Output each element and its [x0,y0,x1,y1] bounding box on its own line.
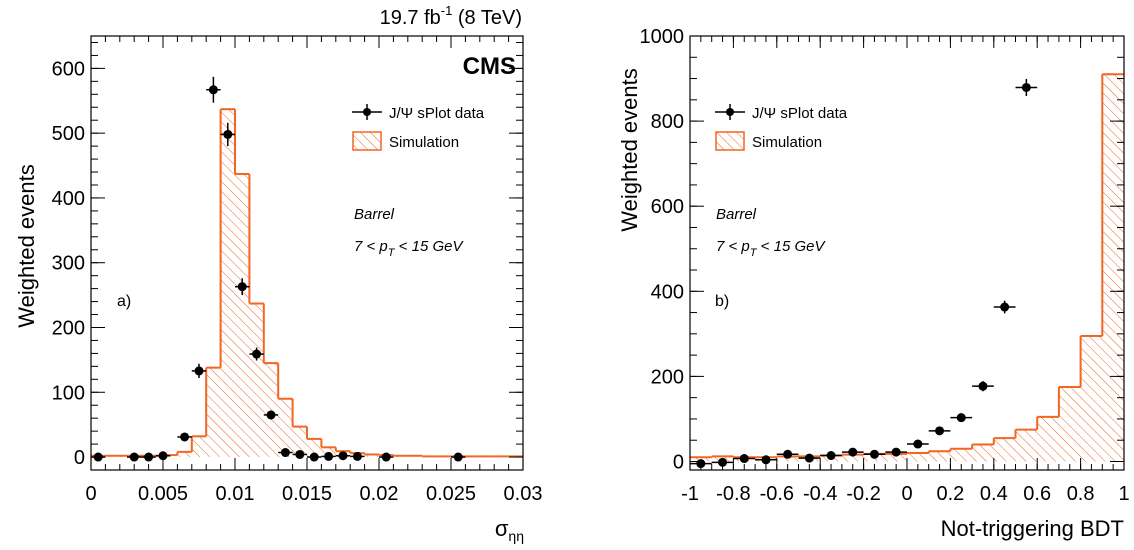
panel-a-y-tick-label: 0 [74,447,85,469]
panel-a-legend-data-marker [363,108,371,116]
panel-b-legend: J/Ψ sPlot data Simulation [715,104,848,151]
panel-a-data-point [453,452,463,462]
panel-a-y-tick-label: 600 [52,58,85,80]
panel-a-y-tick-label: 200 [52,317,85,339]
panel-b-x-tick-label: -1 [681,483,699,505]
panel-a-data-point [129,452,139,462]
panel-b-legend-simulation-label: Simulation [752,134,822,151]
panel-b-data-point [848,447,858,457]
panel-b-data-point [956,413,966,423]
panel-b-x-tick-label: 0.6 [1023,483,1051,505]
panel-a-data-point [252,349,262,359]
panel-b-pt-annotation: 7 < pT < 15 GeV [716,238,826,259]
panel-a-data-point [280,448,290,458]
panel-b-data-point [978,381,988,391]
panel-b-y-tick-label: 800 [651,111,684,133]
panel-a-x-tick-label: 0 [85,483,96,505]
panel-b-x-tick-label: -0.8 [716,483,750,505]
panel-b-data-point [826,451,836,461]
panel-b-x-tick-label: -0.2 [846,483,880,505]
panel-b-plot-area: -1 -0.8 -0.6 -0.4 -0.2 0 0.2 0.4 0.6 0.8 1 0 200 400 6… [640,26,1130,505]
panel-a: 0 0.005 0.01 0.015 0.02 0.025 0.03 0 100 200 300 40… [14,35,543,544]
panel-b-data-point [913,439,923,449]
panel-b-simulation-fill [690,74,1124,462]
panel-b-x-tick-label: 1 [1118,483,1129,505]
panel-a-data-point [144,452,154,462]
cms-label: CMS [463,53,516,80]
panel-a-data-point [180,432,190,442]
panel-b-data-point [891,447,901,457]
panel-b-legend-simulation-swatch [715,131,745,151]
panel-a-legend: J/Ψ sPlot data Simulation [352,104,485,151]
panel-b-data-point [739,454,749,464]
panel-a-y-axis-label: Weighted events [14,164,39,327]
panel-a-x-tick-label: 0.01 [216,483,255,505]
panel-b-data-point [869,449,879,459]
panel-b-x-axis-label: Not-triggering BDT [941,516,1124,541]
panel-b-data-point [761,455,771,465]
panel-a-data-point [352,451,362,461]
panel-a-legend-simulation-label: Simulation [389,134,459,151]
panel-b-data-point [1000,302,1010,312]
panel-b-label: b) [715,293,729,310]
panel-b-x-tick-label: 0.2 [936,483,964,505]
panel-b-legend-data-marker [726,108,734,116]
panel-a-data-point [158,451,168,461]
panel-a-x-tick-label: 0.015 [282,483,332,505]
panel-a-plot-area: 0 0.005 0.01 0.015 0.02 0.025 0.03 0 100 200 300 40… [52,35,543,505]
panel-a-data-point [223,129,233,139]
panel-a-data-point [295,449,305,459]
panel-b-x-tick-label: -0.6 [760,483,794,505]
panel-b-x-tick-label: -0.4 [803,483,837,505]
panel-a-pt-annotation: 7 < pT < 15 GeV [354,238,464,259]
panel-a-data-point [309,452,319,462]
panel-a-y-tick-label: 100 [52,382,85,404]
panel-a-y-tick-label: 500 [52,123,85,145]
panel-a-x-tick-label: 0.025 [426,483,476,505]
panel-b-data-point [783,449,793,459]
panel-a-region-annotation: Barrel [354,206,395,223]
panel-b-x-tick-label: 0.4 [980,483,1008,505]
panel-a-data-point [324,451,334,461]
panel-b-y-tick-label: 400 [651,281,684,303]
panel-b-y-axis-label: Weighted events [617,68,642,231]
panel-b-x-tick-label: 0.8 [1067,483,1095,505]
panel-a-y-tick-label: 400 [52,188,85,210]
panel-a-data-point [237,282,247,292]
panel-b-data-point [718,457,728,467]
panel-a-data-point [194,366,204,376]
panel-a-x-tick-label: 0.005 [138,483,188,505]
panel-a-label: a) [117,293,131,310]
panel-b-data-point [804,453,814,463]
lumi-label: 19.7 fb-1 (8 TeV) [380,3,522,29]
panel-b-data-point [935,426,945,436]
panel-b-y-tick-label: 200 [651,366,684,388]
panel-b-region-annotation: Barrel [716,206,757,223]
panel-b: -1 -0.8 -0.6 -0.4 -0.2 0 0.2 0.4 0.6 0.8 1 0 200 400 6… [617,26,1130,541]
panel-a-x-tick-label: 0.02 [360,483,399,505]
panel-b-y-tick-label: 0 [673,451,684,473]
panel-a-data-point [381,452,391,462]
panel-a-simulation-fill [91,109,523,458]
panel-b-data-point [696,459,706,469]
panel-a-data-point [266,410,276,420]
panel-a-legend-simulation-swatch [352,131,382,151]
panel-a-data-point [208,85,218,95]
panel-b-data-point [1021,82,1031,92]
panel-b-x-tick-label: 0 [901,483,912,505]
panel-a-legend-data-label: J/Ψ sPlot data [389,105,485,122]
panel-a-x-tick-label: 0.03 [504,483,543,505]
panel-a-data-point [93,452,103,462]
panel-b-y-tick-label: 600 [651,196,684,218]
panel-a-y-tick-label: 300 [52,253,85,275]
panel-a-x-axis-label: σηη [495,516,524,544]
panel-b-y-tick-label: 1000 [640,26,685,48]
panel-b-legend-data-label: J/Ψ sPlot data [752,105,848,122]
panel-a-data-point [338,451,348,461]
